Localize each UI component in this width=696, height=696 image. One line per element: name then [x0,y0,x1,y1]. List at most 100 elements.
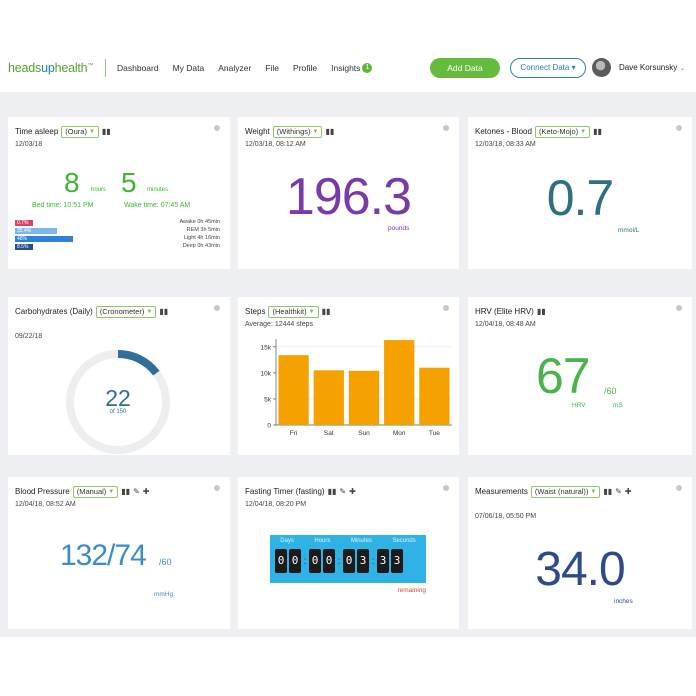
gear-icon[interactable] [676,125,682,131]
card-time-asleep: Time asleep (Oura) ▼ ▮▮ 12/03/18 8 hours … [8,117,230,269]
add-data-button[interactable]: Add Data [430,58,500,78]
bar-chart-icon[interactable]: ▮▮ [536,307,546,316]
gear-icon[interactable] [214,485,220,491]
timer-label-minutes: Minutes [350,538,372,544]
insights-count-badge: 1 [362,63,373,73]
timer-digit: 0 [323,549,335,573]
card-blood-pressure: Blood Pressure (Manual) ▼ ▮▮ ✎ ✚ 12/04/18… [8,477,230,629]
bar-chart-icon[interactable]: ▮▮ [327,487,337,496]
stage-percent: 0.7% [17,220,29,226]
header-separator [105,59,106,77]
source-select[interactable]: (Manual) ▼ [72,486,119,498]
timer-colon: : [303,555,307,567]
card-header: Blood Pressure (Manual) ▼ ▮▮ ✎ ✚ [15,486,208,498]
nav-profile[interactable]: Profile [293,63,318,73]
sleep-stage-light: 48% Light 4h 16min [15,235,220,242]
x-tick-label: Sun [358,430,370,437]
source-select[interactable]: (Waist (natural)) ▼ [530,486,601,498]
x-tick-label: Fri [290,430,298,437]
timer-digit: 3 [391,549,403,573]
plus-icon[interactable]: ✚ [349,487,356,496]
nav-dashboard[interactable]: Dashboard [117,63,159,73]
card-title: Blood Pressure [15,487,70,496]
source-select[interactable]: (Healthkit) ▼ [268,306,319,318]
source-select[interactable]: (Withings) ▼ [272,126,323,138]
card-header: Measurements (Waist (natural)) ▼ ▮▮ ✎ ✚ [475,486,672,498]
nav-insights[interactable]: Insights 1 [331,63,373,73]
source-label: (Keto-Mojo) [538,127,579,136]
logo-part-up: up [41,61,55,75]
stage-bar: 8.5% [15,244,33,250]
nav-analyzer[interactable]: Analyzer [218,63,252,73]
fasting-timer-display: Days Hours Minutes Seconds 0 0 : 0 0 : 0… [270,535,426,583]
stage-label: REM 3h 5min [186,227,220,233]
gear-icon[interactable] [443,125,449,131]
bar-chart-icon[interactable]: ▮▮ [603,487,613,496]
card-weight: Weight (Withings) ▼ ▮▮ 12/03/18, 08:12 AM… [238,117,459,269]
user-menu[interactable]: Dave Korsunsky ⌄ [619,63,685,72]
avatar[interactable] [592,58,611,77]
bar-chart-icon[interactable]: ▮▮ [121,487,131,496]
logo-part-health: health [54,61,88,75]
card-header: Ketones - Blood (Keto-Mojo) ▼ ▮▮ [475,126,670,138]
chevron-down-icon: ⌄ [679,65,686,72]
gear-icon[interactable] [214,125,220,131]
gear-icon[interactable] [676,305,682,311]
measurement-unit: inches [614,598,633,605]
pencil-icon[interactable]: ✎ [339,487,347,496]
gear-icon[interactable] [443,305,449,311]
bar-chart-icon[interactable]: ▮▮ [325,127,335,136]
card-date: 09/22/18 [15,333,43,340]
source-select[interactable]: (Keto-Mojo) ▼ [534,126,591,138]
measurement-value: 34.0 [535,543,625,596]
card-measurements: Measurements (Waist (natural)) ▼ ▮▮ ✎ ✚ 0… [468,477,692,629]
x-tick-label: Mon [393,430,406,437]
source-label: (Withings) [276,127,311,136]
stage-label: Deep 0h 43min [182,243,220,249]
carbs-value: 22 [105,385,131,411]
gear-icon[interactable] [214,305,220,311]
stage-percent: 35.4% [17,228,32,234]
timer-remaining-label: remaining [397,587,426,594]
y-tick-label: 0 [267,423,271,430]
sleep-minutes: 5 [121,167,137,198]
timer-digits: 0 0 : 0 0 : 0 3 : 3 3 [275,549,403,573]
gear-icon[interactable] [443,485,449,491]
logo-part-heads: heads [8,61,42,75]
pencil-icon[interactable]: ✎ [615,487,622,496]
card-date: 07/06/18, 05:50 PM [475,513,537,520]
card-title: Ketones - Blood [475,127,532,136]
bar-chart-icon[interactable]: ▮▮ [159,307,169,316]
card-carbohydrates: Carbohydrates (Daily) (Cronometer) ▼ ▮▮ 0… [8,297,230,455]
ring-progress [66,350,170,454]
chevron-down-icon: ▼ [146,309,153,315]
stage-bar: 35.4% [15,228,57,234]
y-tick-label: 15k [261,344,272,351]
plus-icon[interactable]: ✚ [624,487,632,496]
stage-label: Awake 0h 45min [179,219,220,225]
connect-data-button[interactable]: Connect Data ▾ [510,58,586,78]
nav-file[interactable]: File [265,63,280,73]
source-label: (Cronometer) [99,307,145,316]
bar-chart-icon[interactable]: ▮▮ [101,127,111,136]
nav-insights-label: Insights [331,63,361,73]
pencil-icon[interactable]: ✎ [133,487,140,496]
timer-digit: 0 [289,549,301,573]
gear-icon[interactable] [676,485,682,491]
card-date: 12/04/18, 08:52 AM [15,501,76,508]
card-header: Fasting Timer (fasting) ▮▮ ✎ ✚ [245,486,437,498]
plus-icon[interactable]: ✚ [142,487,150,496]
bar-chart-icon[interactable]: ▮▮ [593,127,602,136]
source-select[interactable]: (Cronometer) ▼ [95,306,157,318]
hrv-label: HRV [572,402,586,409]
logo[interactable]: headsuphealth™ [8,61,93,75]
source-select[interactable]: (Oura) ▼ [61,126,99,138]
timer-digit: 0 [309,549,321,573]
stage-percent: 8.5% [17,244,29,250]
nav-my-data[interactable]: My Data [172,63,205,73]
wake-time: Wake time: 07:45 AM [124,202,191,209]
bar-chart-icon[interactable]: ▮▮ [321,307,331,316]
hrv-unit: mS [613,402,623,409]
steps-bar [384,340,415,425]
sleep-stage-rem: 35.4% REM 3h 5min [15,227,220,234]
